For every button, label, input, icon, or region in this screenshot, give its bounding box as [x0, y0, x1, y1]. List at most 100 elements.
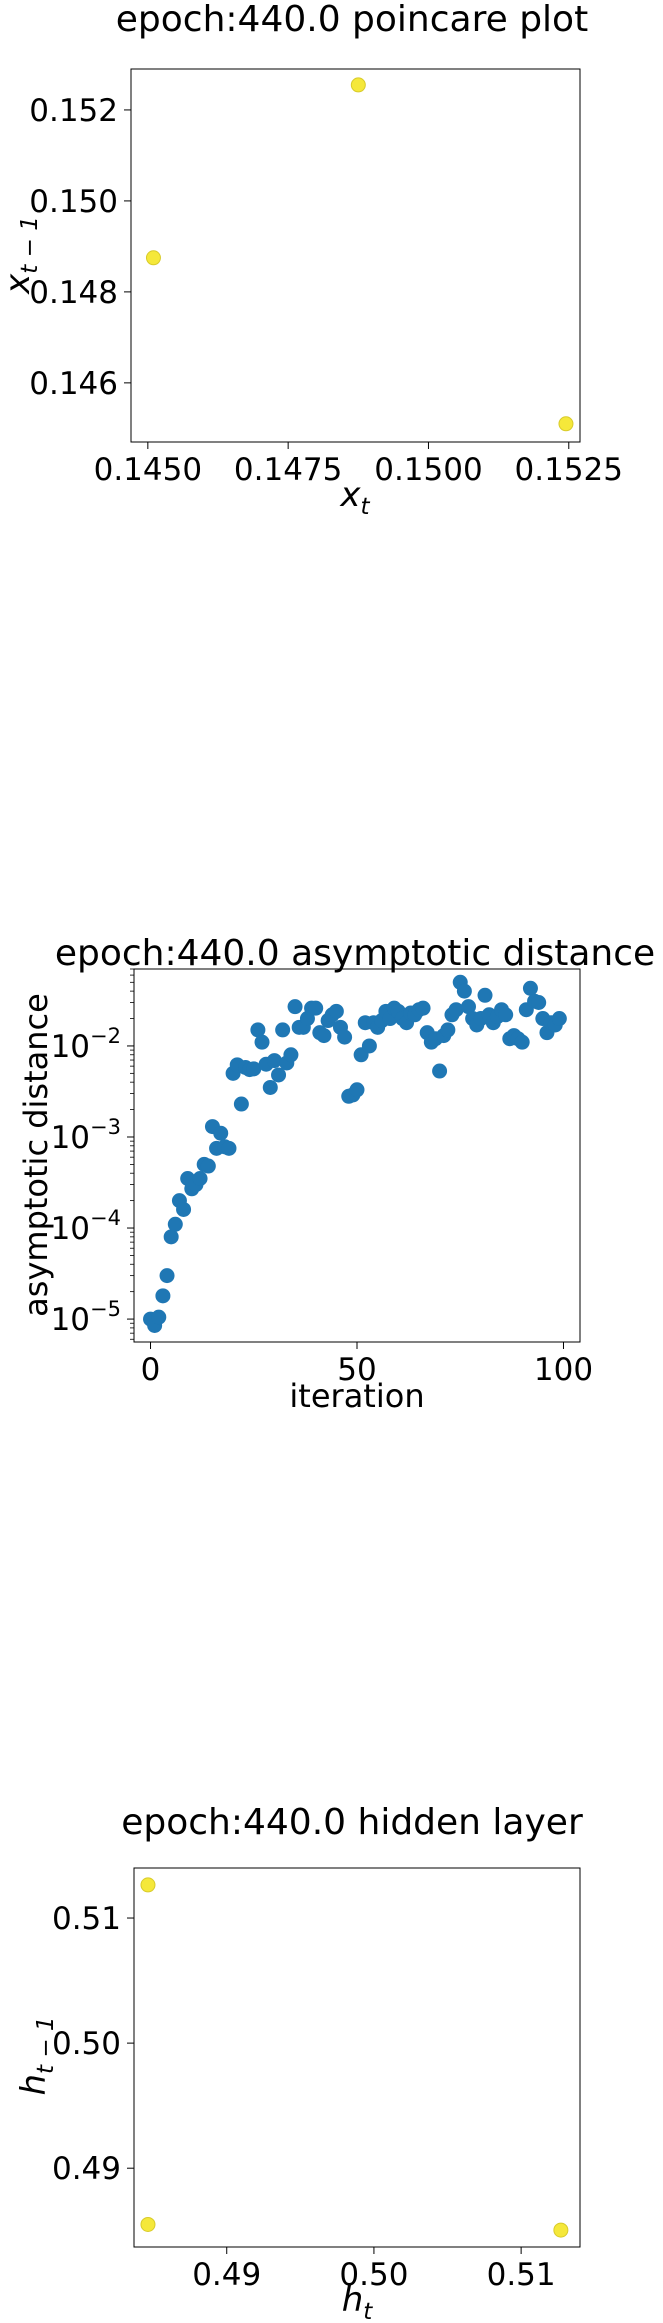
data-point: [163, 1229, 179, 1245]
data-point: [250, 1022, 266, 1038]
y-tick-label-exponent: −4: [90, 1206, 121, 1230]
y-ticks: 10−510−410−310−2: [51, 968, 134, 1340]
y-tick-label: 0.49: [52, 2151, 121, 2187]
y-tick-label-base: 10: [51, 1120, 90, 1156]
data-point: [361, 1038, 377, 1054]
y-tick-label: 0.51: [52, 1901, 121, 1937]
data-point: [145, 250, 161, 266]
data-point: [308, 1000, 324, 1016]
y-tick-label-exponent: −5: [90, 1297, 121, 1321]
plot-points: [140, 1877, 569, 2238]
plot-frame: [133, 1867, 581, 2248]
y-tick-label: 0.150: [29, 184, 118, 220]
y-tick-label-base: 10: [51, 1211, 90, 1247]
data-point: [176, 1201, 192, 1217]
data-point: [328, 1003, 344, 1019]
y-axis-label: asymptotic distance: [17, 993, 55, 1317]
x-axis-label: iteration: [289, 1377, 424, 1415]
data-point: [448, 1002, 464, 1018]
data-point: [140, 1877, 156, 1893]
data-point: [266, 1053, 282, 1069]
plot-points: [143, 974, 567, 1333]
x-axis-label-sub: t: [363, 2299, 373, 2323]
x-tick-label: 0.50: [339, 2257, 408, 2293]
y-tick-label-exponent: −3: [90, 1115, 121, 1139]
data-point: [221, 1140, 237, 1156]
y-tick-label: 10−3: [51, 1115, 121, 1156]
y-ticks: 0.146 0.148 0.150 0.152: [29, 93, 131, 402]
data-point: [337, 1029, 353, 1045]
x-tick-label: 0.51: [487, 2257, 556, 2293]
y-tick-label: 0.146: [29, 366, 118, 402]
data-point: [200, 1158, 216, 1174]
y-tick-label: 0.50: [52, 2026, 121, 2062]
data-point: [213, 1125, 229, 1141]
x-tick-label: 50: [337, 1352, 376, 1388]
data-point: [558, 416, 574, 432]
x-tick-label: 0: [141, 1352, 161, 1388]
y-tick-label-exponent: −2: [90, 1024, 121, 1048]
x-tick-label: 100: [534, 1352, 593, 1388]
x-tick-label: 0.1475: [234, 452, 342, 488]
plot-points: [145, 77, 574, 432]
y-axis-label-main: h: [14, 2074, 54, 2096]
data-point: [350, 77, 366, 93]
y-axis-label-sub: t − 1: [33, 2016, 59, 2074]
data-point: [477, 987, 493, 1003]
y-tick-label: 10−5: [51, 1297, 121, 1338]
x-axis-label-sub: t: [361, 494, 371, 520]
y-tick-label-base: 10: [51, 1029, 90, 1065]
data-point: [287, 999, 303, 1015]
x-ticks: 0.49 0.50 0.51: [192, 2247, 556, 2293]
data-point: [440, 1022, 456, 1038]
hidden-layer-chart: epoch:440.0 hidden layer 0.49 0.50 0.51 0.…: [14, 1802, 583, 2323]
x-tick-label: 0.1500: [374, 452, 482, 488]
data-point: [283, 1047, 299, 1063]
x-axis-label-main: h: [342, 2280, 364, 2320]
data-point: [498, 1007, 514, 1023]
chart-title: epoch:440.0 poincare plot: [116, 0, 588, 40]
data-point: [167, 1216, 183, 1232]
data-point: [275, 1022, 291, 1038]
data-point: [192, 1171, 208, 1186]
y-ticks: 0.49 0.50 0.51: [52, 1901, 134, 2187]
x-axis-label: ht: [342, 2280, 374, 2323]
data-point: [271, 1067, 287, 1083]
y-tick-label: 10−2: [51, 1024, 121, 1065]
x-axis-label: xt: [339, 475, 370, 520]
data-point: [432, 1063, 448, 1079]
y-axis-label-main: x: [0, 273, 38, 295]
x-tick-label: 0.49: [192, 2257, 261, 2293]
data-point: [262, 1079, 278, 1095]
data-point: [349, 1082, 365, 1098]
chart-title: epoch:440.0 hidden layer: [121, 1802, 583, 1843]
y-tick-label: 0.148: [29, 275, 118, 311]
chart-title: epoch:440.0 asymptotic distance: [55, 933, 655, 974]
plot-frame: [133, 968, 581, 1343]
y-axis-label: xt − 1: [0, 216, 43, 295]
x-tick-label: 0.1525: [515, 452, 623, 488]
data-point: [155, 1288, 171, 1304]
data-point: [254, 1034, 270, 1050]
x-tick-label: 0.1450: [94, 452, 202, 488]
x-ticks: 0 50 100: [141, 1342, 593, 1388]
y-axis-label-sub: t − 1: [17, 216, 43, 274]
x-axis-label-main: x: [339, 475, 361, 515]
x-ticks: 0.1450 0.1475 0.1500 0.1525: [94, 442, 623, 488]
data-point: [246, 1061, 262, 1077]
data-point: [159, 1268, 175, 1284]
data-point: [531, 995, 547, 1010]
data-point: [461, 999, 476, 1015]
poincare-chart: epoch:440.0 poincare plot 0.1450 0.1475 0.…: [0, 0, 623, 520]
data-point: [233, 1096, 249, 1112]
data-point: [522, 980, 538, 996]
data-point: [151, 1309, 167, 1325]
data-point: [316, 1028, 332, 1044]
data-point: [140, 2216, 156, 2232]
data-point: [553, 2222, 569, 2238]
plot-frame: [130, 68, 581, 443]
y-tick-label: 0.152: [29, 93, 118, 129]
data-point: [551, 1011, 567, 1027]
data-point: [456, 983, 472, 999]
